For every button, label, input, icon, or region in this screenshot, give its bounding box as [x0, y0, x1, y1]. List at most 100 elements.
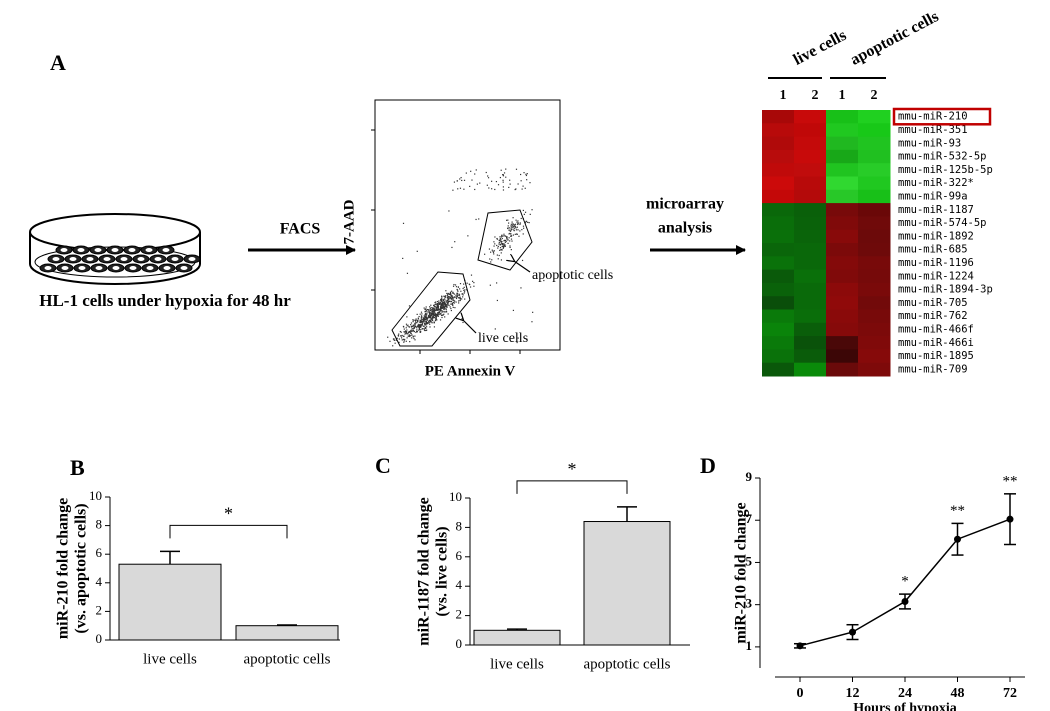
event-dot [512, 223, 514, 225]
event-dot [490, 251, 492, 253]
event-dot [431, 314, 433, 316]
event-dot [457, 294, 459, 296]
event-dot [503, 172, 506, 174]
event-dot [499, 247, 502, 249]
event-dot [463, 179, 466, 181]
heatmap-cell [858, 229, 891, 244]
cell-nucleus [163, 266, 171, 270]
x-tick-label: 12 [846, 686, 860, 701]
event-dot [487, 177, 490, 179]
event-dot [509, 179, 511, 181]
event-dot [410, 329, 412, 331]
event-dot [519, 230, 521, 232]
event-dot [416, 322, 418, 324]
event-dot [520, 173, 522, 176]
event-dot [444, 305, 446, 308]
event-dot [514, 226, 517, 228]
event-dot [449, 293, 451, 296]
event-dot [453, 283, 455, 286]
y-tick-label: 8 [456, 518, 463, 533]
event-dot [498, 242, 500, 244]
x-axis-label: PE Annexin V [425, 363, 516, 379]
heatmap-cell [858, 149, 891, 164]
event-dot [489, 258, 491, 260]
heatmap-cell [858, 309, 891, 324]
point [954, 535, 961, 543]
event-dot [443, 308, 445, 310]
event-dot [509, 240, 511, 242]
y-tick-label: 7 [746, 511, 753, 526]
event-dot [441, 311, 443, 313]
event-dot [417, 326, 419, 328]
event-dot [441, 307, 443, 309]
event-dot [525, 220, 528, 222]
event-dot [500, 169, 502, 171]
point [901, 598, 909, 605]
y-tick-label: 2 [456, 607, 463, 622]
highlight-box [892, 107, 992, 126]
event-dot [436, 300, 439, 303]
event-dot [463, 292, 465, 294]
event-dot [414, 323, 416, 325]
replicate-label: 2 [871, 88, 878, 103]
event-dot [437, 304, 439, 306]
event-dot [432, 311, 434, 313]
event-dot [433, 322, 435, 324]
row-label: mmu-miR-709 [898, 363, 968, 375]
event-dot [531, 321, 533, 323]
event-dot [524, 222, 527, 224]
event-dot [461, 293, 463, 295]
event-dot [429, 308, 431, 310]
event-dot [433, 317, 436, 319]
event-dot [417, 318, 420, 320]
event-dot [428, 314, 430, 316]
event-dot [501, 243, 503, 245]
event-dot [411, 330, 413, 333]
event-dot [450, 300, 453, 302]
event-dot [516, 341, 518, 344]
event-dot [499, 237, 501, 240]
event-dot [437, 303, 439, 305]
event-dot [513, 230, 515, 232]
event-dot [435, 318, 437, 320]
event-dot [442, 301, 444, 303]
event-dot [440, 301, 442, 303]
row-label: mmu-miR-1892 [898, 230, 974, 242]
event-dot [450, 298, 453, 300]
event-dot [522, 225, 525, 227]
event-dot [426, 318, 428, 320]
event-dot [506, 239, 508, 241]
event-dot [462, 321, 464, 324]
event-dot [405, 323, 408, 325]
event-dot [459, 187, 462, 189]
event-dot [525, 174, 528, 177]
event-dot [453, 181, 456, 183]
event-dot [505, 235, 507, 238]
event-dot [504, 241, 506, 243]
event-dot [421, 320, 424, 322]
event-dot [419, 321, 422, 324]
event-dot [442, 306, 444, 308]
event-dot [500, 239, 502, 241]
heatmap-cell [858, 243, 891, 257]
event-dot [406, 337, 408, 339]
event-dot [508, 229, 510, 231]
event-dot [408, 335, 411, 337]
event-dot [440, 304, 442, 307]
event-dot [440, 306, 443, 309]
event-dot [451, 297, 454, 299]
event-dot [509, 232, 511, 235]
heatmap-cell [762, 322, 795, 337]
event-dot [424, 324, 426, 326]
event-dot [418, 326, 420, 328]
event-dot [407, 335, 409, 337]
event-dot [515, 219, 517, 221]
event-dot [414, 335, 416, 337]
event-dot [523, 227, 525, 229]
event-dot [442, 307, 444, 309]
event-dot [475, 218, 477, 221]
cell-nucleus [61, 266, 69, 270]
event-dot [420, 319, 422, 322]
event-dot [508, 233, 510, 235]
event-dot [436, 305, 438, 307]
